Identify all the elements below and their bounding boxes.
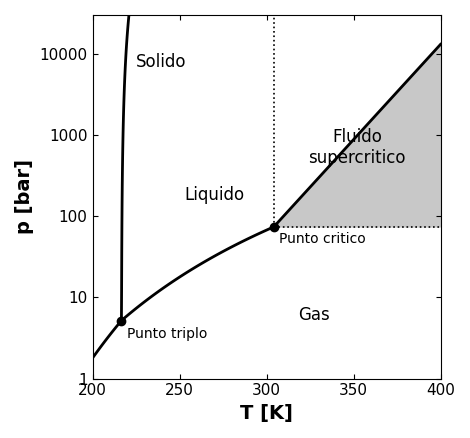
Polygon shape [274, 44, 440, 227]
X-axis label: T [K]: T [K] [240, 404, 293, 423]
Text: Fluido
supercritico: Fluido supercritico [308, 128, 406, 167]
Text: Gas: Gas [298, 307, 329, 325]
Text: Punto triplo: Punto triplo [127, 327, 208, 341]
Text: Liquido: Liquido [185, 187, 245, 205]
Text: Solido: Solido [136, 53, 187, 71]
Text: Punto critico: Punto critico [279, 232, 366, 246]
Y-axis label: p [bar]: p [bar] [15, 159, 34, 234]
